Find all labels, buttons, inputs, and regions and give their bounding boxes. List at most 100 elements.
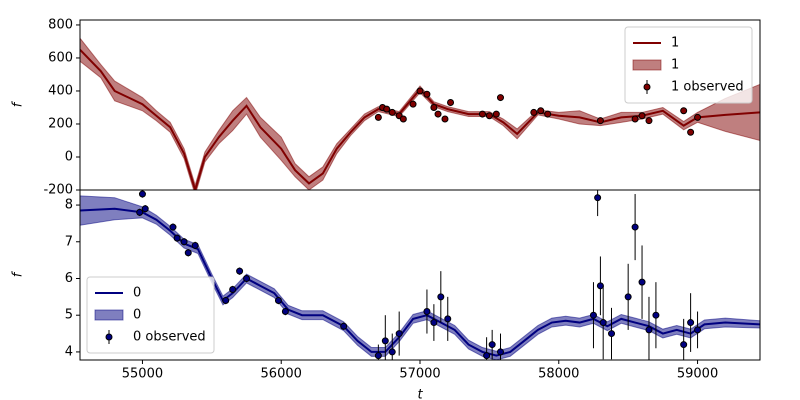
y-tick-label: 4	[65, 344, 73, 359]
observed-point	[680, 341, 688, 349]
observed-point	[608, 330, 616, 338]
observed-point	[645, 326, 653, 334]
observed-point	[485, 112, 493, 120]
observed-point	[447, 99, 455, 107]
legend-patch	[632, 59, 662, 71]
observed-point	[416, 87, 424, 95]
observed-point	[236, 267, 244, 275]
y-tick-label: 5	[65, 308, 73, 323]
plot-area	[80, 190, 760, 360]
observed-point	[222, 297, 230, 305]
observed-point	[374, 352, 382, 360]
legend-label: 0	[133, 286, 141, 301]
observed-point	[544, 110, 552, 118]
observed-point	[638, 112, 646, 120]
observed-point	[383, 105, 391, 113]
observed-point	[599, 319, 607, 327]
observed-point	[169, 223, 177, 231]
observed-point	[537, 107, 545, 115]
observed-point	[624, 293, 632, 301]
legend-label: 0 observed	[133, 330, 206, 345]
observed-point	[589, 311, 597, 319]
confidence-band	[80, 37, 760, 190]
observed-point	[430, 103, 438, 111]
y-tick-label: 6	[65, 271, 73, 286]
y-axis-label: f	[11, 270, 26, 277]
observed-point	[180, 238, 188, 246]
observed-point	[136, 208, 144, 216]
x-tick-label: 55000	[122, 367, 163, 382]
observed-point	[680, 107, 688, 115]
observed-point	[191, 241, 199, 249]
legend-patch	[94, 309, 124, 321]
observed-point	[694, 326, 702, 334]
observed-point	[409, 100, 417, 108]
fit-line	[80, 49, 760, 190]
y-axis-label: f	[11, 100, 26, 107]
observed-point	[594, 194, 602, 202]
legend-box	[624, 26, 753, 104]
observed-point	[388, 108, 396, 116]
observed-point	[631, 115, 639, 123]
observed-point	[652, 311, 660, 319]
observed-point	[381, 337, 389, 345]
observed-point	[687, 128, 695, 136]
observed-point	[229, 286, 237, 294]
x-tick-label: 59000	[677, 367, 718, 382]
observed-point	[243, 274, 251, 282]
y-tick-label: 0	[65, 149, 73, 164]
observed-point	[687, 319, 695, 327]
y-tick-label: -200	[43, 183, 73, 198]
observed-point	[496, 348, 504, 356]
observed-point	[141, 205, 149, 213]
observed-point	[340, 322, 348, 330]
y-tick-label: 200	[48, 116, 73, 131]
observed-point	[596, 117, 604, 125]
observed-point	[281, 308, 289, 316]
observed-point	[694, 113, 702, 121]
legend-marker	[105, 333, 113, 341]
observed-point	[437, 293, 445, 301]
observed-point	[488, 341, 496, 349]
observed-point	[395, 330, 403, 338]
y-tick-label: 800	[48, 17, 73, 32]
legend-label: 1 observed	[671, 80, 744, 95]
observed-point	[423, 308, 431, 316]
observed-point	[631, 223, 639, 231]
observed-point	[434, 110, 442, 118]
y-tick-label: 7	[65, 234, 73, 249]
observed-point	[430, 319, 438, 327]
x-axis-label: t	[417, 388, 423, 400]
observed-point	[138, 190, 146, 198]
observed-point	[274, 297, 282, 305]
x-tick-label: 56000	[261, 367, 302, 382]
observed-point	[530, 108, 538, 116]
observed-point	[388, 348, 396, 356]
observed-point	[399, 115, 407, 123]
observed-point	[423, 90, 431, 98]
y-tick-label: 600	[48, 50, 73, 65]
observed-point	[492, 110, 500, 118]
legend-box	[86, 276, 215, 354]
observed-point	[374, 113, 382, 121]
x-tick-label: 57000	[399, 367, 440, 382]
legend-marker	[643, 83, 651, 91]
x-tick-label: 58000	[538, 367, 579, 382]
legend-label: 1	[671, 36, 679, 51]
observed-point	[184, 249, 192, 257]
legend-label: 0	[133, 308, 141, 323]
observed-point	[173, 234, 181, 242]
observed-point	[596, 282, 604, 290]
y-tick-label: 400	[48, 83, 73, 98]
observed-point	[645, 117, 653, 125]
observed-point	[638, 278, 646, 286]
observed-point	[483, 352, 491, 360]
legend-label: 1	[671, 58, 679, 73]
plot-area	[80, 37, 760, 190]
observed-point	[444, 315, 452, 323]
y-tick-label: 8	[65, 198, 73, 213]
observed-point	[441, 115, 449, 123]
observed-point	[478, 110, 486, 118]
observed-point	[496, 94, 504, 102]
